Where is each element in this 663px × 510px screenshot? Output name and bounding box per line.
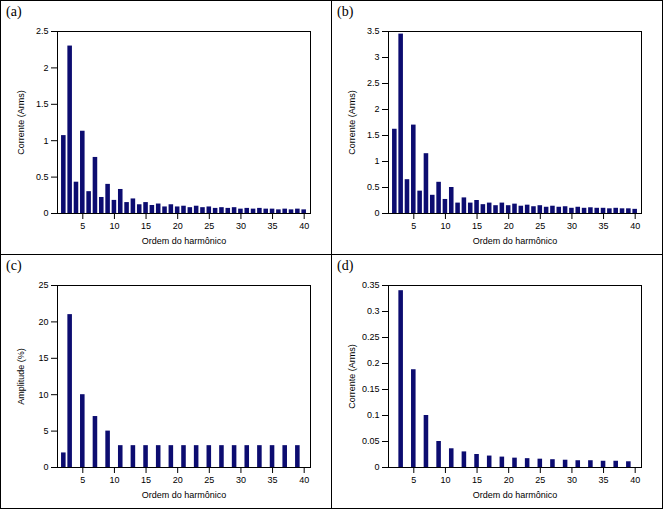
svg-text:0.1: 0.1 <box>367 410 380 420</box>
svg-text:20: 20 <box>38 317 48 327</box>
svg-text:2.5: 2.5 <box>367 78 380 88</box>
svg-text:0.15: 0.15 <box>362 384 380 394</box>
svg-text:25: 25 <box>204 221 214 231</box>
svg-text:0.5: 0.5 <box>36 172 49 182</box>
svg-text:15: 15 <box>141 475 151 485</box>
svg-text:30: 30 <box>567 221 577 231</box>
svg-text:10: 10 <box>440 221 450 231</box>
svg-text:15: 15 <box>141 221 151 231</box>
svg-text:15: 15 <box>38 353 48 363</box>
svg-text:40: 40 <box>630 221 640 231</box>
svg-text:5: 5 <box>80 475 85 485</box>
svg-text:35: 35 <box>599 475 609 485</box>
svg-text:35: 35 <box>599 221 609 231</box>
svg-text:Corrente (Arms): Corrente (Arms) <box>16 90 26 155</box>
svg-text:15: 15 <box>472 221 482 231</box>
svg-text:25: 25 <box>38 280 48 290</box>
svg-text:25: 25 <box>535 221 545 231</box>
svg-text:20: 20 <box>504 475 514 485</box>
svg-text:Corrente (Arms): Corrente (Arms) <box>347 344 357 409</box>
svg-text:0: 0 <box>43 462 48 472</box>
svg-text:5: 5 <box>411 475 416 485</box>
svg-text:30: 30 <box>236 475 246 485</box>
svg-text:15: 15 <box>472 475 482 485</box>
svg-text:35: 35 <box>268 475 278 485</box>
svg-text:0.5: 0.5 <box>367 182 380 192</box>
svg-text:20: 20 <box>173 475 183 485</box>
svg-text:5: 5 <box>411 221 416 231</box>
svg-text:1.5: 1.5 <box>36 99 49 109</box>
svg-text:10: 10 <box>109 475 119 485</box>
svg-text:35: 35 <box>268 221 278 231</box>
svg-text:5: 5 <box>80 221 85 231</box>
svg-text:Ordem do harmônico: Ordem do harmônico <box>142 490 227 500</box>
svg-text:0.05: 0.05 <box>362 436 380 446</box>
svg-text:Ordem do harmônico: Ordem do harmônico <box>473 236 558 246</box>
svg-text:Ordem do harmônico: Ordem do harmônico <box>473 490 558 500</box>
svg-text:Corrente (Arms): Corrente (Arms) <box>347 90 357 155</box>
html-text:(a): (a) <box>6 4 22 19</box>
svg-text:30: 30 <box>567 475 577 485</box>
svg-text:2.5: 2.5 <box>36 26 49 36</box>
svg-text:2: 2 <box>374 104 379 114</box>
svg-text:20: 20 <box>173 221 183 231</box>
svg-text:25: 25 <box>204 475 214 485</box>
svg-text:0.35: 0.35 <box>362 280 380 290</box>
svg-text:5: 5 <box>43 426 48 436</box>
svg-text:1: 1 <box>374 156 379 166</box>
svg-text:10: 10 <box>38 390 48 400</box>
svg-text:0: 0 <box>43 208 48 218</box>
svg-text:30: 30 <box>236 221 246 231</box>
svg-text:0.3: 0.3 <box>367 306 380 316</box>
svg-text:10: 10 <box>109 221 119 231</box>
svg-text:20: 20 <box>504 221 514 231</box>
svg-text:1.5: 1.5 <box>367 130 380 140</box>
html-text:(d): (d) <box>337 258 354 273</box>
svg-text:Amplitude (%): Amplitude (%) <box>16 348 26 405</box>
svg-text:0: 0 <box>374 462 379 472</box>
svg-text:25: 25 <box>535 475 545 485</box>
svg-text:2: 2 <box>43 63 48 73</box>
svg-text:1: 1 <box>43 136 48 146</box>
svg-text:0.2: 0.2 <box>367 358 380 368</box>
svg-text:10: 10 <box>440 475 450 485</box>
html-text:(c): (c) <box>6 258 22 273</box>
svg-text:40: 40 <box>299 221 309 231</box>
svg-text:Ordem do harmônico: Ordem do harmônico <box>142 236 227 246</box>
svg-text:40: 40 <box>299 475 309 485</box>
html-text:(b): (b) <box>337 4 354 19</box>
svg-text:3.5: 3.5 <box>367 26 380 36</box>
svg-text:0: 0 <box>374 208 379 218</box>
svg-text:0.25: 0.25 <box>362 332 380 342</box>
svg-text:40: 40 <box>630 475 640 485</box>
svg-text:3: 3 <box>374 52 379 62</box>
